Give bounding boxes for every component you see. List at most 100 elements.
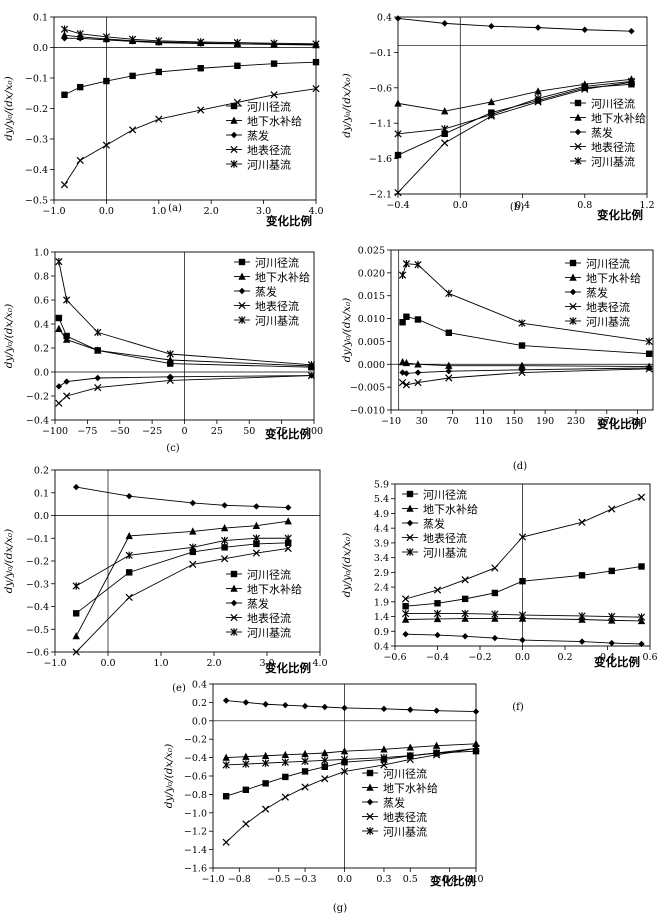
data-point (307, 371, 316, 380)
y-tick-label: 3.4 (374, 553, 389, 564)
data-point (518, 611, 527, 619)
legend-label: 河川基流 (247, 626, 291, 640)
legend-marker (238, 272, 246, 280)
data-point (321, 703, 328, 711)
chart-panel-b: −2.1 −1.6 −1.1 −0.6 −0.1 0.4 −0.4 0.0 0.4 0.8 1.2 河… (341, 13, 655, 223)
series-5 (55, 257, 316, 369)
legend-marker (569, 317, 577, 325)
x-tick-label: 1.0 (153, 658, 168, 669)
data-point (301, 757, 309, 765)
data-point (341, 704, 348, 712)
legend-label: 河川径流 (586, 257, 630, 271)
x-tick-label: 1.0 (468, 874, 483, 885)
data-point (220, 536, 229, 545)
legend-label: 地下水补给 (247, 583, 302, 596)
data-point (284, 517, 292, 525)
legend-label: 河川径流 (255, 256, 299, 270)
series-3 (222, 697, 480, 715)
data-point (608, 639, 615, 647)
data-point (441, 139, 449, 147)
series-4 (55, 371, 316, 407)
panel-caption: (g) (333, 903, 347, 914)
x-tick-label: 0.5 (403, 874, 418, 885)
legend-marker (366, 769, 374, 777)
data-point (399, 319, 406, 326)
data-point (380, 753, 388, 762)
data-point (222, 793, 230, 800)
data-point (637, 613, 646, 621)
data-point (261, 805, 270, 813)
data-point (402, 603, 409, 610)
x-axis-label: 变化比例 (597, 208, 643, 222)
data-point (403, 370, 410, 377)
x-axis-label: 变化比例 (597, 417, 643, 431)
data-point (128, 126, 137, 134)
y-axis-label: dy/y₀/(dx/x₀) (341, 73, 353, 137)
data-point (432, 749, 441, 757)
legend-marker (574, 99, 582, 107)
data-point (441, 130, 448, 138)
data-point (282, 701, 289, 709)
legend-label: 河川基流 (255, 314, 299, 328)
data-point (518, 533, 527, 541)
y-tick-label: −0.1 (26, 534, 49, 545)
legend-label: 河川基流 (247, 158, 291, 172)
legend-label: 河川径流 (423, 488, 467, 502)
y-tick-label: 0.0 (34, 368, 49, 379)
data-point (167, 360, 174, 367)
data-point (301, 783, 309, 791)
data-point (94, 383, 102, 392)
data-point (608, 567, 615, 575)
y-tick-label: −0.2 (26, 557, 49, 568)
y-tick-label: 3.9 (374, 538, 389, 549)
data-point (63, 296, 71, 304)
data-point (189, 499, 196, 507)
y-tick-label: 0.2 (34, 466, 49, 477)
legend-label: 河川基流 (586, 315, 630, 329)
data-point (129, 72, 136, 80)
data-point (645, 350, 653, 357)
data-point (402, 358, 411, 367)
x-tick-label: −1.0 (201, 874, 224, 885)
data-point (55, 314, 63, 322)
y-axis-label: dy/y₀/(dx/x₀) (341, 298, 353, 362)
x-tick-label: −0.3 (294, 874, 317, 885)
x-tick-label: 25 (211, 426, 223, 437)
y-tick-label: −1.1 (369, 119, 392, 130)
data-point (628, 27, 635, 35)
data-point (518, 319, 526, 327)
data-point (55, 383, 63, 390)
y-tick-label: −0.8 (184, 790, 207, 801)
series-line (405, 633, 642, 645)
data-point (62, 335, 71, 343)
data-point (197, 38, 205, 46)
data-point (155, 37, 163, 45)
x-tick-label: 230 (567, 416, 585, 427)
data-point (394, 99, 402, 107)
data-point (627, 77, 636, 86)
legend-label: 蒸发 (247, 129, 269, 143)
series-line (397, 78, 632, 112)
y-tick-label: −0.1 (25, 74, 48, 85)
data-point (284, 544, 292, 553)
data-point (645, 365, 653, 373)
series-1 (61, 58, 320, 98)
legend-label: 地表径流 (383, 810, 427, 824)
plot-frame (390, 249, 654, 411)
data-point (261, 759, 270, 767)
series-5 (60, 25, 320, 48)
data-point (242, 820, 250, 828)
data-point (534, 94, 542, 103)
data-point (519, 578, 526, 585)
data-point (252, 549, 261, 557)
data-point (55, 257, 63, 266)
data-point (394, 15, 402, 22)
data-point (281, 750, 290, 759)
data-point (578, 518, 586, 526)
data-point (518, 342, 526, 349)
x-tick-label: 110 (474, 416, 492, 427)
x-axis-label: 变化比例 (265, 661, 311, 675)
x-tick-label: −0.8 (228, 874, 251, 885)
y-axis-label: dy/y₀/(dx/x₀) (3, 529, 15, 593)
